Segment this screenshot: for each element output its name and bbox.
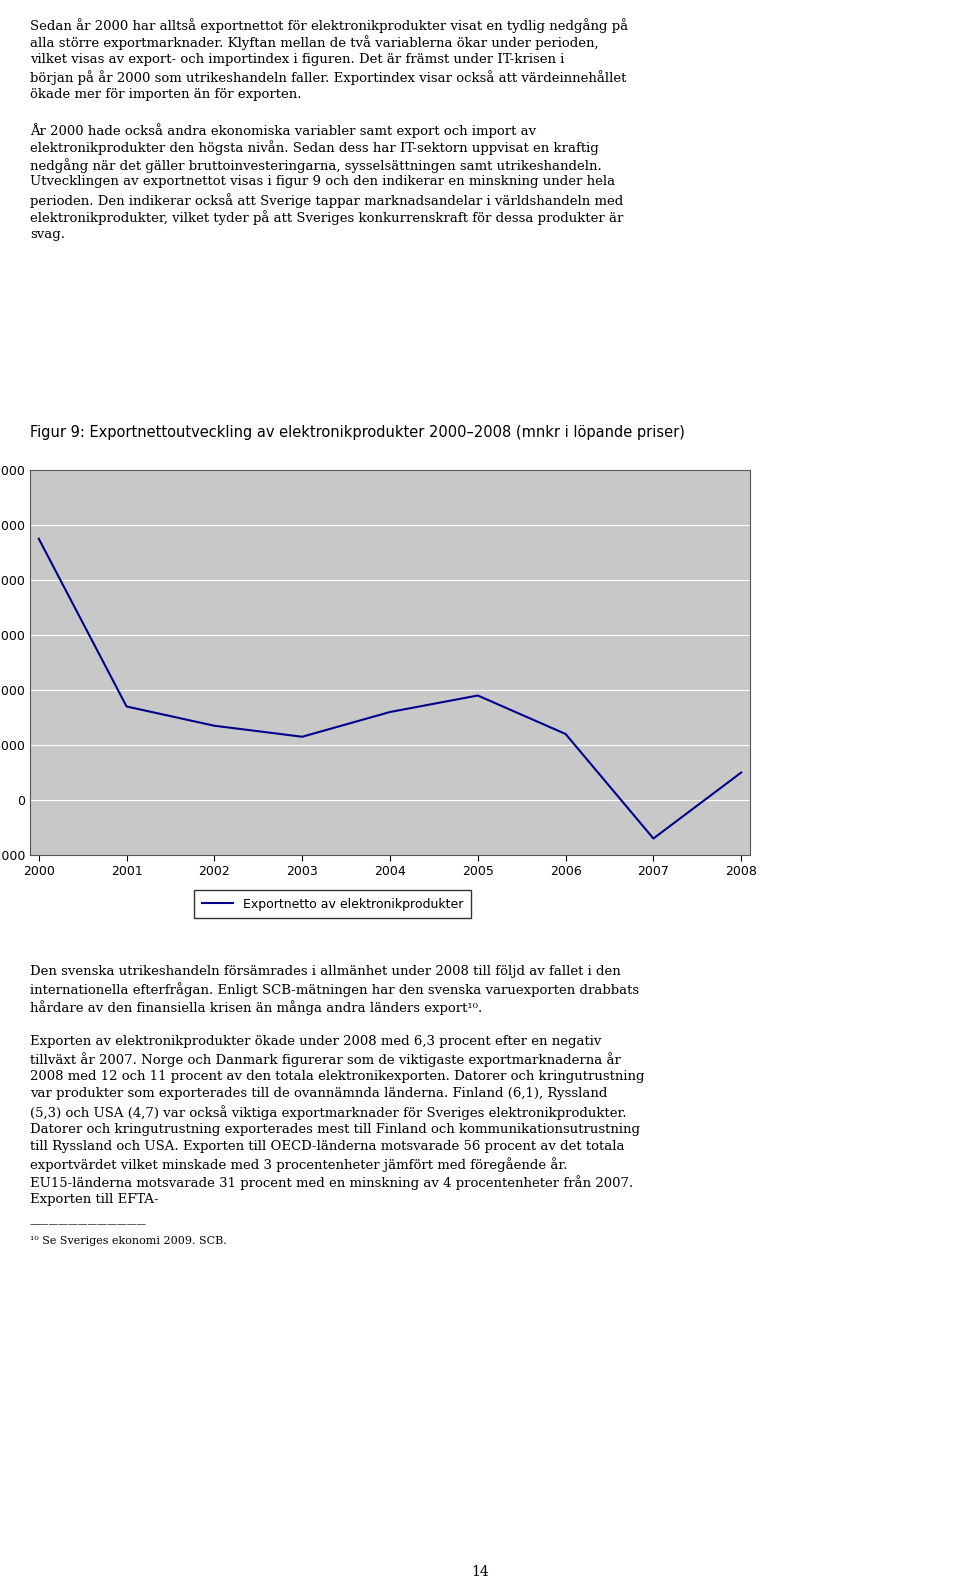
Exportnetto av elektronikprodukter [648,829,660,848]
Text: till Ryssland och USA. Exporten till OECD-länderna motsvarade 56 procent av det : till Ryssland och USA. Exporten till OEC… [30,1141,625,1153]
Text: var produkter som exporterades till de ovannämnda länderna. Finland (6,1), Ryssl: var produkter som exporterades till de o… [30,1087,608,1101]
Text: ¹⁰ Se Sveriges ekonomi 2009. SCB.: ¹⁰ Se Sveriges ekonomi 2009. SCB. [30,1236,227,1247]
Text: (5,3) och USA (4,7) var också viktiga exportmarknader för Sveriges elektronikpro: (5,3) och USA (4,7) var också viktiga ex… [30,1104,627,1120]
Text: hårdare av den finansiella krisen än många andra länders export¹⁰.: hårdare av den finansiella krisen än mån… [30,1000,482,1016]
Text: början på år 2000 som utrikeshandeln faller. Exportindex visar också att värdein: början på år 2000 som utrikeshandeln fal… [30,71,626,85]
Text: tillväxt år 2007. Norge och Danmark figurerar som de viktigaste exportmarknadern: tillväxt år 2007. Norge och Danmark figu… [30,1052,621,1068]
Text: EU15-länderna motsvarade 31 procent med en minskning av 4 procentenheter från 20: EU15-länderna motsvarade 31 procent med … [30,1175,634,1190]
Text: svag.: svag. [30,228,65,240]
Text: exportvärdet vilket minskade med 3 procentenheter jämfört med föregående år.: exportvärdet vilket minskade med 3 proce… [30,1158,567,1172]
Text: elektronikprodukter den högsta nivån. Sedan dess har IT-sektorn uppvisat en kraf: elektronikprodukter den högsta nivån. Se… [30,141,599,155]
Exportnetto av elektronikprodukter [121,698,132,717]
Exportnetto av elektronikprodukter [472,687,484,706]
Text: perioden. Den indikerar också att Sverige tappar marknadsandelar i världshandeln: perioden. Den indikerar också att Sverig… [30,193,623,207]
Text: elektronikprodukter, vilket tyder på att Sveriges konkurrenskraft för dessa prod: elektronikprodukter, vilket tyder på att… [30,210,623,225]
Text: Exporten till EFTA-: Exporten till EFTA- [30,1193,158,1205]
Text: Exporten av elektronikprodukter ökade under 2008 med 6,3 procent efter en negati: Exporten av elektronikprodukter ökade un… [30,1035,601,1047]
Text: nedgång när det gäller bruttoinvesteringarna, sysselsättningen samt utrikeshande: nedgång när det gäller bruttoinvestering… [30,158,602,172]
Text: vilket visas av export- och importindex i figuren. Det är främst under IT-krisen: vilket visas av export- och importindex … [30,54,564,66]
Exportnetto av elektronikprodukter [560,725,571,744]
Text: Den svenska utrikeshandeln försämrades i allmänhet under 2008 till följd av fall: Den svenska utrikeshandeln försämrades i… [30,965,621,978]
Legend: Exportnetto av elektronikprodukter: Exportnetto av elektronikprodukter [194,891,470,918]
Exportnetto av elektronikprodukter [384,702,396,721]
Exportnetto av elektronikprodukter [208,717,220,736]
Exportnetto av elektronikprodukter [297,728,308,747]
Text: ————————————: ———————————— [30,1220,147,1229]
Exportnetto av elektronikprodukter [735,763,747,782]
Text: ökade mer för importen än för exporten.: ökade mer för importen än för exporten. [30,89,301,101]
Text: Utvecklingen av exportnettot visas i figur 9 och den indikerar en minskning unde: Utvecklingen av exportnettot visas i fig… [30,176,615,188]
Text: Datorer och kringutrustning exporterades mest till Finland och kommunikationsutr: Datorer och kringutrustning exporterades… [30,1123,640,1136]
Text: internationella efterfrågan. Enligt SCB-mätningen har den svenska varuexporten d: internationella efterfrågan. Enligt SCB-… [30,982,639,997]
Text: alla större exportmarknader. Klyftan mellan de två variablerna ökar under period: alla större exportmarknader. Klyftan mel… [30,35,599,51]
Text: 14: 14 [471,1565,489,1579]
Text: 2008 med 12 och 11 procent av den totala elektronikexporten. Datorer och kringut: 2008 med 12 och 11 procent av den totala… [30,1069,644,1084]
Line: Exportnetto av elektronikprodukter: Exportnetto av elektronikprodukter [38,539,741,838]
Exportnetto av elektronikprodukter [33,530,44,549]
Text: Figur 9: Exportnettoutveckling av elektronikprodukter 2000–2008 (mnkr i löpande : Figur 9: Exportnettoutveckling av elektr… [30,426,684,440]
Text: Sedan år 2000 har alltså exportnettot för elektronikprodukter visat en tydlig ne: Sedan år 2000 har alltså exportnettot fö… [30,17,628,33]
Text: År 2000 hade också andra ekonomiska variabler samt export och import av: År 2000 hade också andra ekonomiska vari… [30,123,536,138]
